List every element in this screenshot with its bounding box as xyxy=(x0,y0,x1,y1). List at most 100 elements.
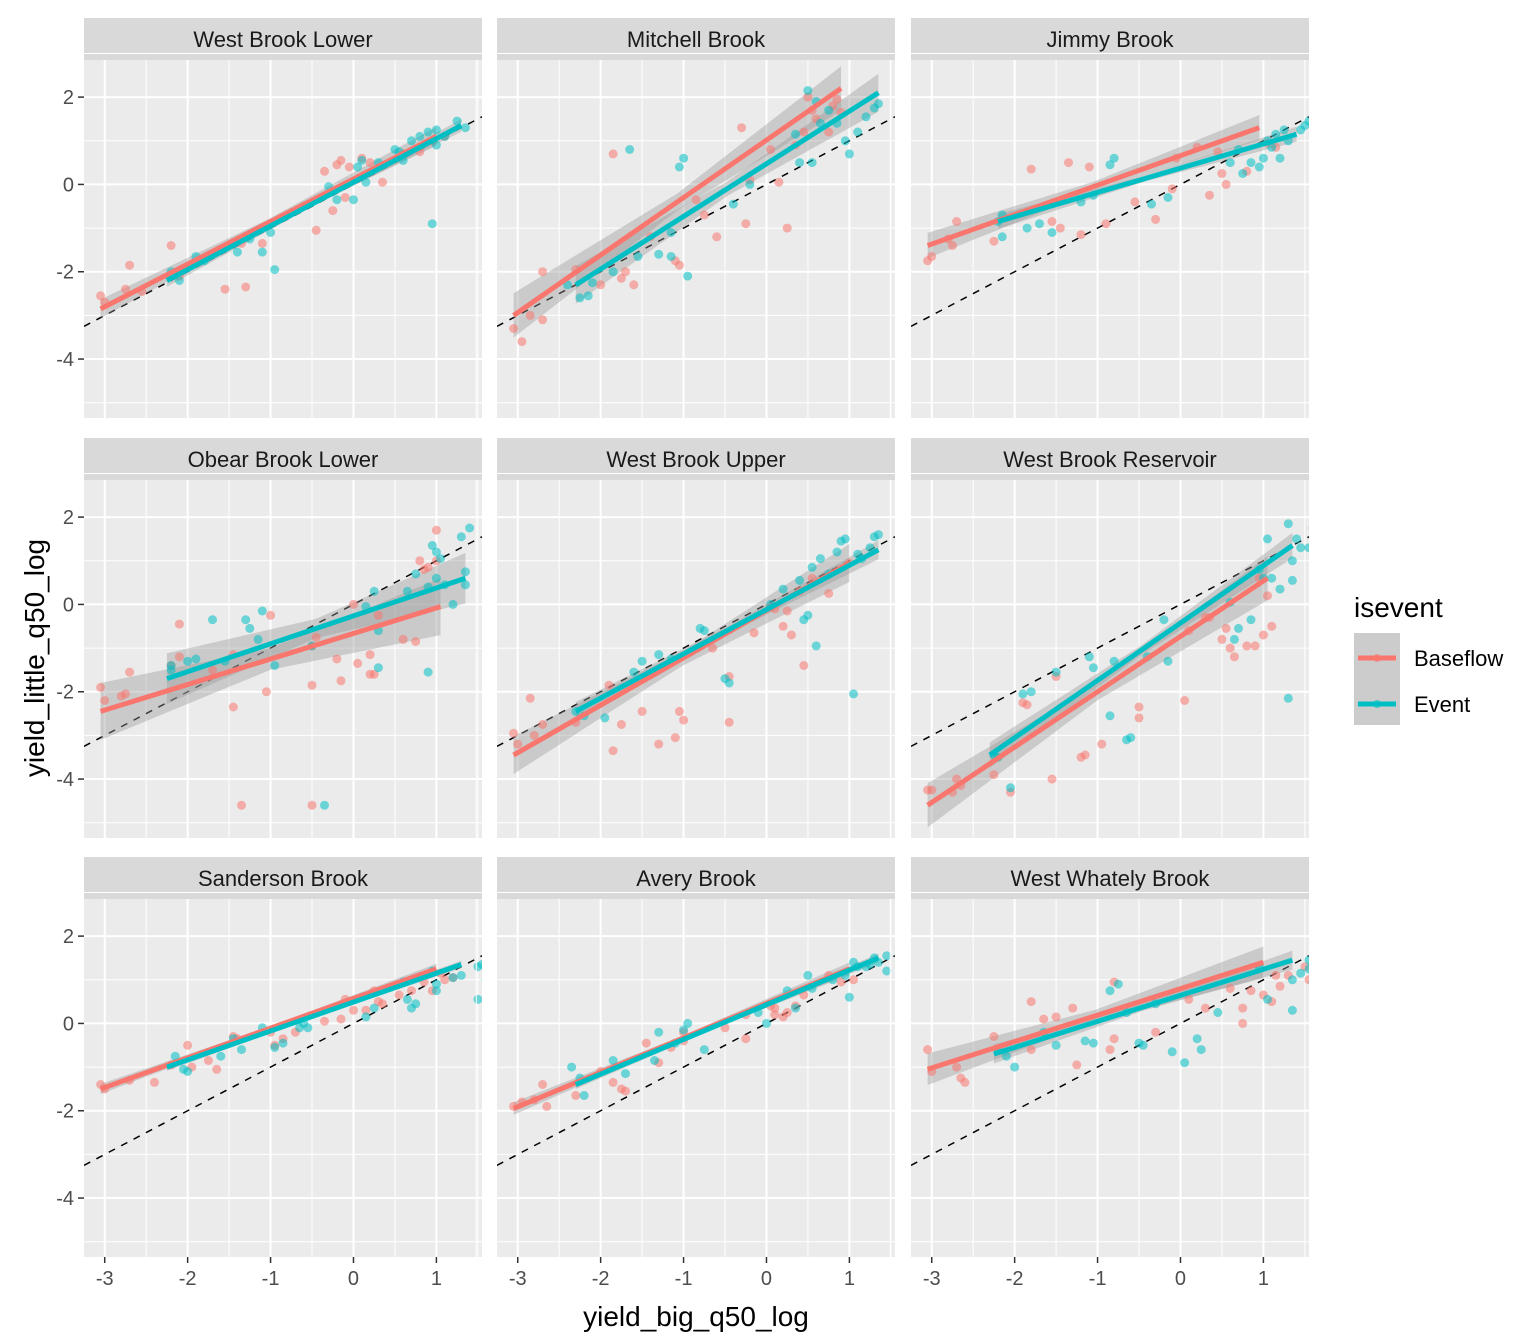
panel-background xyxy=(497,899,895,1257)
data-point-event xyxy=(436,554,445,564)
legend-entry-event[interactable]: Event xyxy=(1358,692,1470,717)
data-point-event xyxy=(1084,652,1094,662)
data-point-baseflow xyxy=(1242,641,1252,651)
fit-line-event xyxy=(166,962,463,1070)
legend-key-background xyxy=(1354,633,1400,725)
x-tick-label: 1 xyxy=(1258,1268,1269,1290)
data-point-baseflow xyxy=(1258,630,1268,640)
data-point-event xyxy=(728,199,738,209)
data-point-baseflow xyxy=(782,606,792,616)
y-tick-label: 2 xyxy=(63,507,74,529)
data-point-event xyxy=(1109,153,1119,163)
data-point-baseflow xyxy=(836,977,846,987)
data-point-baseflow xyxy=(1051,1012,1061,1022)
data-point-event xyxy=(170,1051,180,1061)
data-point-event xyxy=(1279,125,1289,135)
data-point-event xyxy=(456,970,466,980)
data-point-event xyxy=(448,599,458,609)
data-point-event xyxy=(1246,615,1256,625)
data-point-baseflow xyxy=(1134,702,1144,712)
data-point-event xyxy=(637,656,647,666)
data-point-baseflow xyxy=(1072,1060,1082,1070)
data-point-event xyxy=(1180,1058,1190,1068)
fit-line-baseflow xyxy=(926,576,1269,808)
data-point-event xyxy=(1159,615,1169,625)
data-point-baseflow xyxy=(708,643,718,653)
data-point-event xyxy=(1163,656,1173,666)
data-point-baseflow xyxy=(1151,1027,1161,1037)
data-point-baseflow xyxy=(616,720,626,729)
data-point-event xyxy=(1304,116,1309,126)
data-point-baseflow xyxy=(349,599,358,609)
data-point-event xyxy=(1304,964,1309,974)
legend-label-baseflow: Baseflow xyxy=(1414,646,1503,671)
data-point-event xyxy=(1088,1038,1098,1048)
data-point-event xyxy=(1113,979,1123,989)
data-point-baseflow xyxy=(654,739,664,749)
y-tick-label: -2 xyxy=(56,262,74,284)
data-point-baseflow xyxy=(1271,970,1281,980)
data-point-event xyxy=(270,265,280,275)
data-point-event xyxy=(1225,158,1235,168)
data-point-event xyxy=(402,586,412,596)
data-point-baseflow xyxy=(320,1016,329,1026)
facet-strip-label: West Brook Reservoir xyxy=(1003,447,1217,472)
data-point-baseflow xyxy=(1250,641,1260,651)
data-point-baseflow xyxy=(778,621,788,631)
data-point-baseflow xyxy=(320,166,329,176)
data-point-event xyxy=(174,276,184,285)
data-point-baseflow xyxy=(542,1101,552,1111)
data-point-event xyxy=(1047,228,1057,237)
data-point-event xyxy=(278,1038,288,1048)
fit-line-event xyxy=(993,957,1294,1057)
data-point-event xyxy=(724,678,734,688)
data-point-event xyxy=(807,158,817,168)
data-point-baseflow xyxy=(344,162,354,172)
data-point-baseflow xyxy=(307,680,317,690)
data-point-event xyxy=(811,641,821,651)
data-point-event xyxy=(1263,994,1272,1004)
data-point-event xyxy=(699,1045,709,1055)
data-point-baseflow xyxy=(641,1038,651,1048)
data-point-baseflow xyxy=(1047,774,1057,784)
data-point-baseflow xyxy=(616,273,626,283)
data-point-baseflow xyxy=(125,667,135,677)
data-point-event xyxy=(1283,519,1293,529)
fit-line-baseflow xyxy=(926,959,1265,1072)
data-point-event xyxy=(431,986,441,996)
data-point-event xyxy=(654,249,664,259)
data-point-baseflow xyxy=(261,687,271,697)
data-point-baseflow xyxy=(378,999,387,1009)
facet-panel-avery-brook: Avery Brook xyxy=(475,857,895,1257)
data-point-baseflow xyxy=(166,241,176,250)
x-tick-label: 1 xyxy=(431,1268,442,1290)
legend-entry-baseflow[interactable]: Baseflow xyxy=(1358,646,1503,671)
data-point-event xyxy=(873,99,883,109)
data-point-baseflow xyxy=(431,525,441,535)
data-point-event xyxy=(666,228,676,237)
y-tick-label: -4 xyxy=(56,769,74,791)
legend-label-event: Event xyxy=(1414,692,1470,717)
data-point-baseflow xyxy=(100,696,110,705)
panel-plot-area xyxy=(84,523,482,810)
data-point-baseflow xyxy=(208,665,217,675)
data-point-baseflow xyxy=(332,654,342,664)
data-point-event xyxy=(407,136,416,146)
data-point-baseflow xyxy=(1109,1034,1119,1044)
data-point-event xyxy=(832,547,842,557)
data-point-event xyxy=(583,291,593,301)
data-point-event xyxy=(745,179,755,189)
data-point-baseflow xyxy=(927,252,937,261)
data-point-event xyxy=(629,667,639,677)
data-point-event xyxy=(840,534,850,544)
data-point-baseflow xyxy=(571,1091,581,1100)
data-point-baseflow xyxy=(1221,179,1231,189)
data-point-baseflow xyxy=(509,728,519,738)
panel-plot-area xyxy=(911,115,1309,327)
data-point-event xyxy=(1035,219,1044,229)
y-tick-label: -4 xyxy=(56,349,74,371)
data-point-baseflow xyxy=(1039,1014,1049,1024)
data-point-event xyxy=(865,543,875,553)
data-point-baseflow xyxy=(691,195,701,205)
data-point-baseflow xyxy=(923,1045,933,1055)
